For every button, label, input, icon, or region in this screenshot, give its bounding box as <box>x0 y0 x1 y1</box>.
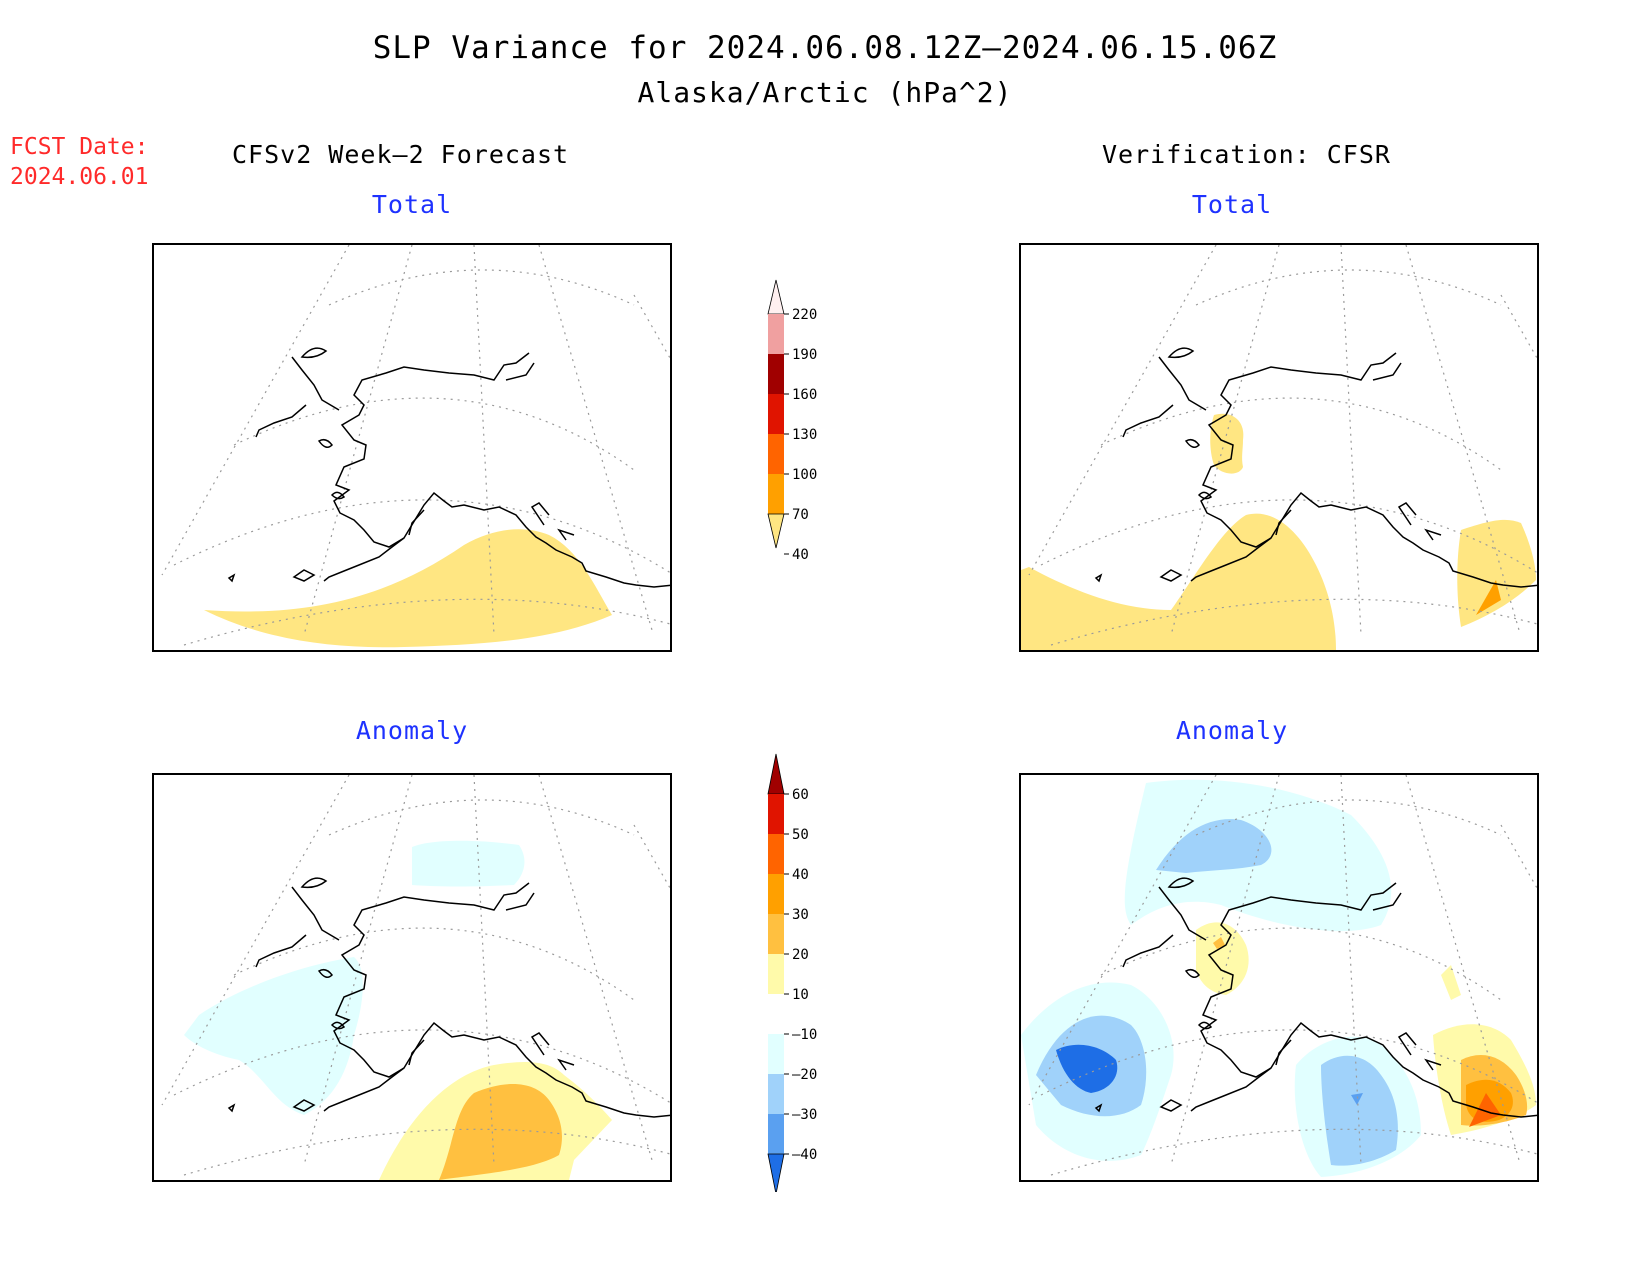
colorbar-segment <box>768 994 784 1034</box>
colorbar-segment <box>768 1074 784 1114</box>
figure-title: SLP Variance for 2024.06.08.12Z–2024.06.… <box>372 30 1278 66</box>
anomaly-neg20-neg30-region-southeast <box>1321 1055 1398 1166</box>
colorbar-segment-top <box>767 753 785 795</box>
anomaly-40-50-region-southeast <box>1469 1093 1501 1127</box>
colorbar-segment-bottom <box>767 1153 785 1192</box>
variance-40-70-region-west <box>1021 513 1336 650</box>
colorbar-segment <box>768 834 784 874</box>
colorbar-tick-label: 10 <box>792 987 809 1003</box>
anomaly-10-20-region-east <box>1441 965 1461 1000</box>
colorbar-segment <box>768 794 784 834</box>
anomaly-colorbar-ticks: 60 50 40 30 20 10 –10 –20 –30 –40 <box>784 787 817 1163</box>
forecast-column-title: CFSv2 Week–2 Forecast <box>232 140 570 169</box>
total-colorbar: 220 190 160 130 100 70 40 <box>767 279 817 563</box>
colorbar-segment <box>768 874 784 914</box>
colorbar-segment <box>768 394 784 434</box>
colorbar-segment <box>768 914 784 954</box>
anomaly-20-30-region <box>439 1083 562 1180</box>
colorbar-tick-label: 100 <box>792 467 817 483</box>
colorbar-segment <box>768 314 784 354</box>
colorbar-tick-label: 50 <box>792 827 809 843</box>
variance-40-70-region-east <box>1457 519 1536 627</box>
anomaly-neg20-neg30-region-north <box>1156 819 1272 873</box>
colorbar-tick-label: –30 <box>792 1107 817 1123</box>
anomaly-neg10-neg20-region-north <box>412 840 525 887</box>
colorbar-tick-label: 40 <box>792 867 809 883</box>
verification-anomaly-label: Anomaly <box>1175 716 1289 745</box>
verification-total-map <box>1019 243 1539 652</box>
colorbar-tick-label: 40 <box>792 547 809 563</box>
forecast-total-map <box>152 243 672 652</box>
variance-40-70-region <box>204 529 612 648</box>
colorbar-segment <box>768 954 784 994</box>
colorbar-segment <box>768 434 784 474</box>
colorbar-tick-label: 220 <box>792 307 817 323</box>
anomaly-colorbar-segments <box>767 753 785 1192</box>
colorbar-tick-label: 190 <box>792 347 817 363</box>
colorbar-tick-label: 30 <box>792 907 809 923</box>
fcst-date-label: FCST Date: <box>10 134 149 160</box>
anomaly-neg10-neg20-region-west <box>184 957 363 1115</box>
colorbar-tick-label: 20 <box>792 947 809 963</box>
anomaly-10-20-region-north <box>1196 922 1249 995</box>
verification-anomaly-map <box>1019 773 1539 1182</box>
colorbar-tick-label: –10 <box>792 1027 817 1043</box>
colorbar-tick-label: 160 <box>792 387 817 403</box>
colorbar-segment <box>768 474 784 514</box>
anomaly-neg30-neg40-region-southwest <box>1056 1044 1118 1093</box>
colorbar-segment <box>768 354 784 394</box>
anomaly-neg30-neg40-region-southeast <box>1351 1093 1363 1105</box>
variance-40-70-region-north <box>1210 413 1244 474</box>
forecast-total-label: Total <box>371 190 453 219</box>
colorbar-tick-label: 130 <box>792 427 817 443</box>
colorbar-segment <box>768 1034 784 1074</box>
forecast-anomaly-label: Anomaly <box>355 716 469 745</box>
colorbar-segment-bottom <box>767 513 785 549</box>
colorbar-segment <box>768 1114 784 1154</box>
colorbar-tick-label: 70 <box>792 507 809 523</box>
figure-subtitle: Alaska/Arctic (hPa^2) <box>637 76 1013 109</box>
forecast-anomaly-map <box>152 773 672 1182</box>
anomaly-20-30-region-north <box>1213 937 1225 949</box>
colorbar-tick-label: –40 <box>792 1147 817 1163</box>
fcst-date-value: 2024.06.01 <box>10 164 149 190</box>
verification-column-title: Verification: CFSR <box>1102 140 1391 169</box>
colorbar-tick-label: 60 <box>792 787 809 803</box>
verification-total-label: Total <box>1191 190 1273 219</box>
colorbar-segment-top <box>767 279 785 315</box>
colorbar-tick-label: –20 <box>792 1067 817 1083</box>
total-colorbar-ticks: 220 190 160 130 100 70 40 <box>784 307 817 563</box>
variance-70-100-region <box>1476 580 1501 615</box>
total-colorbar-segments <box>767 279 785 549</box>
anomaly-colorbar: 60 50 40 30 20 10 –10 –20 –30 –40 <box>767 753 817 1192</box>
